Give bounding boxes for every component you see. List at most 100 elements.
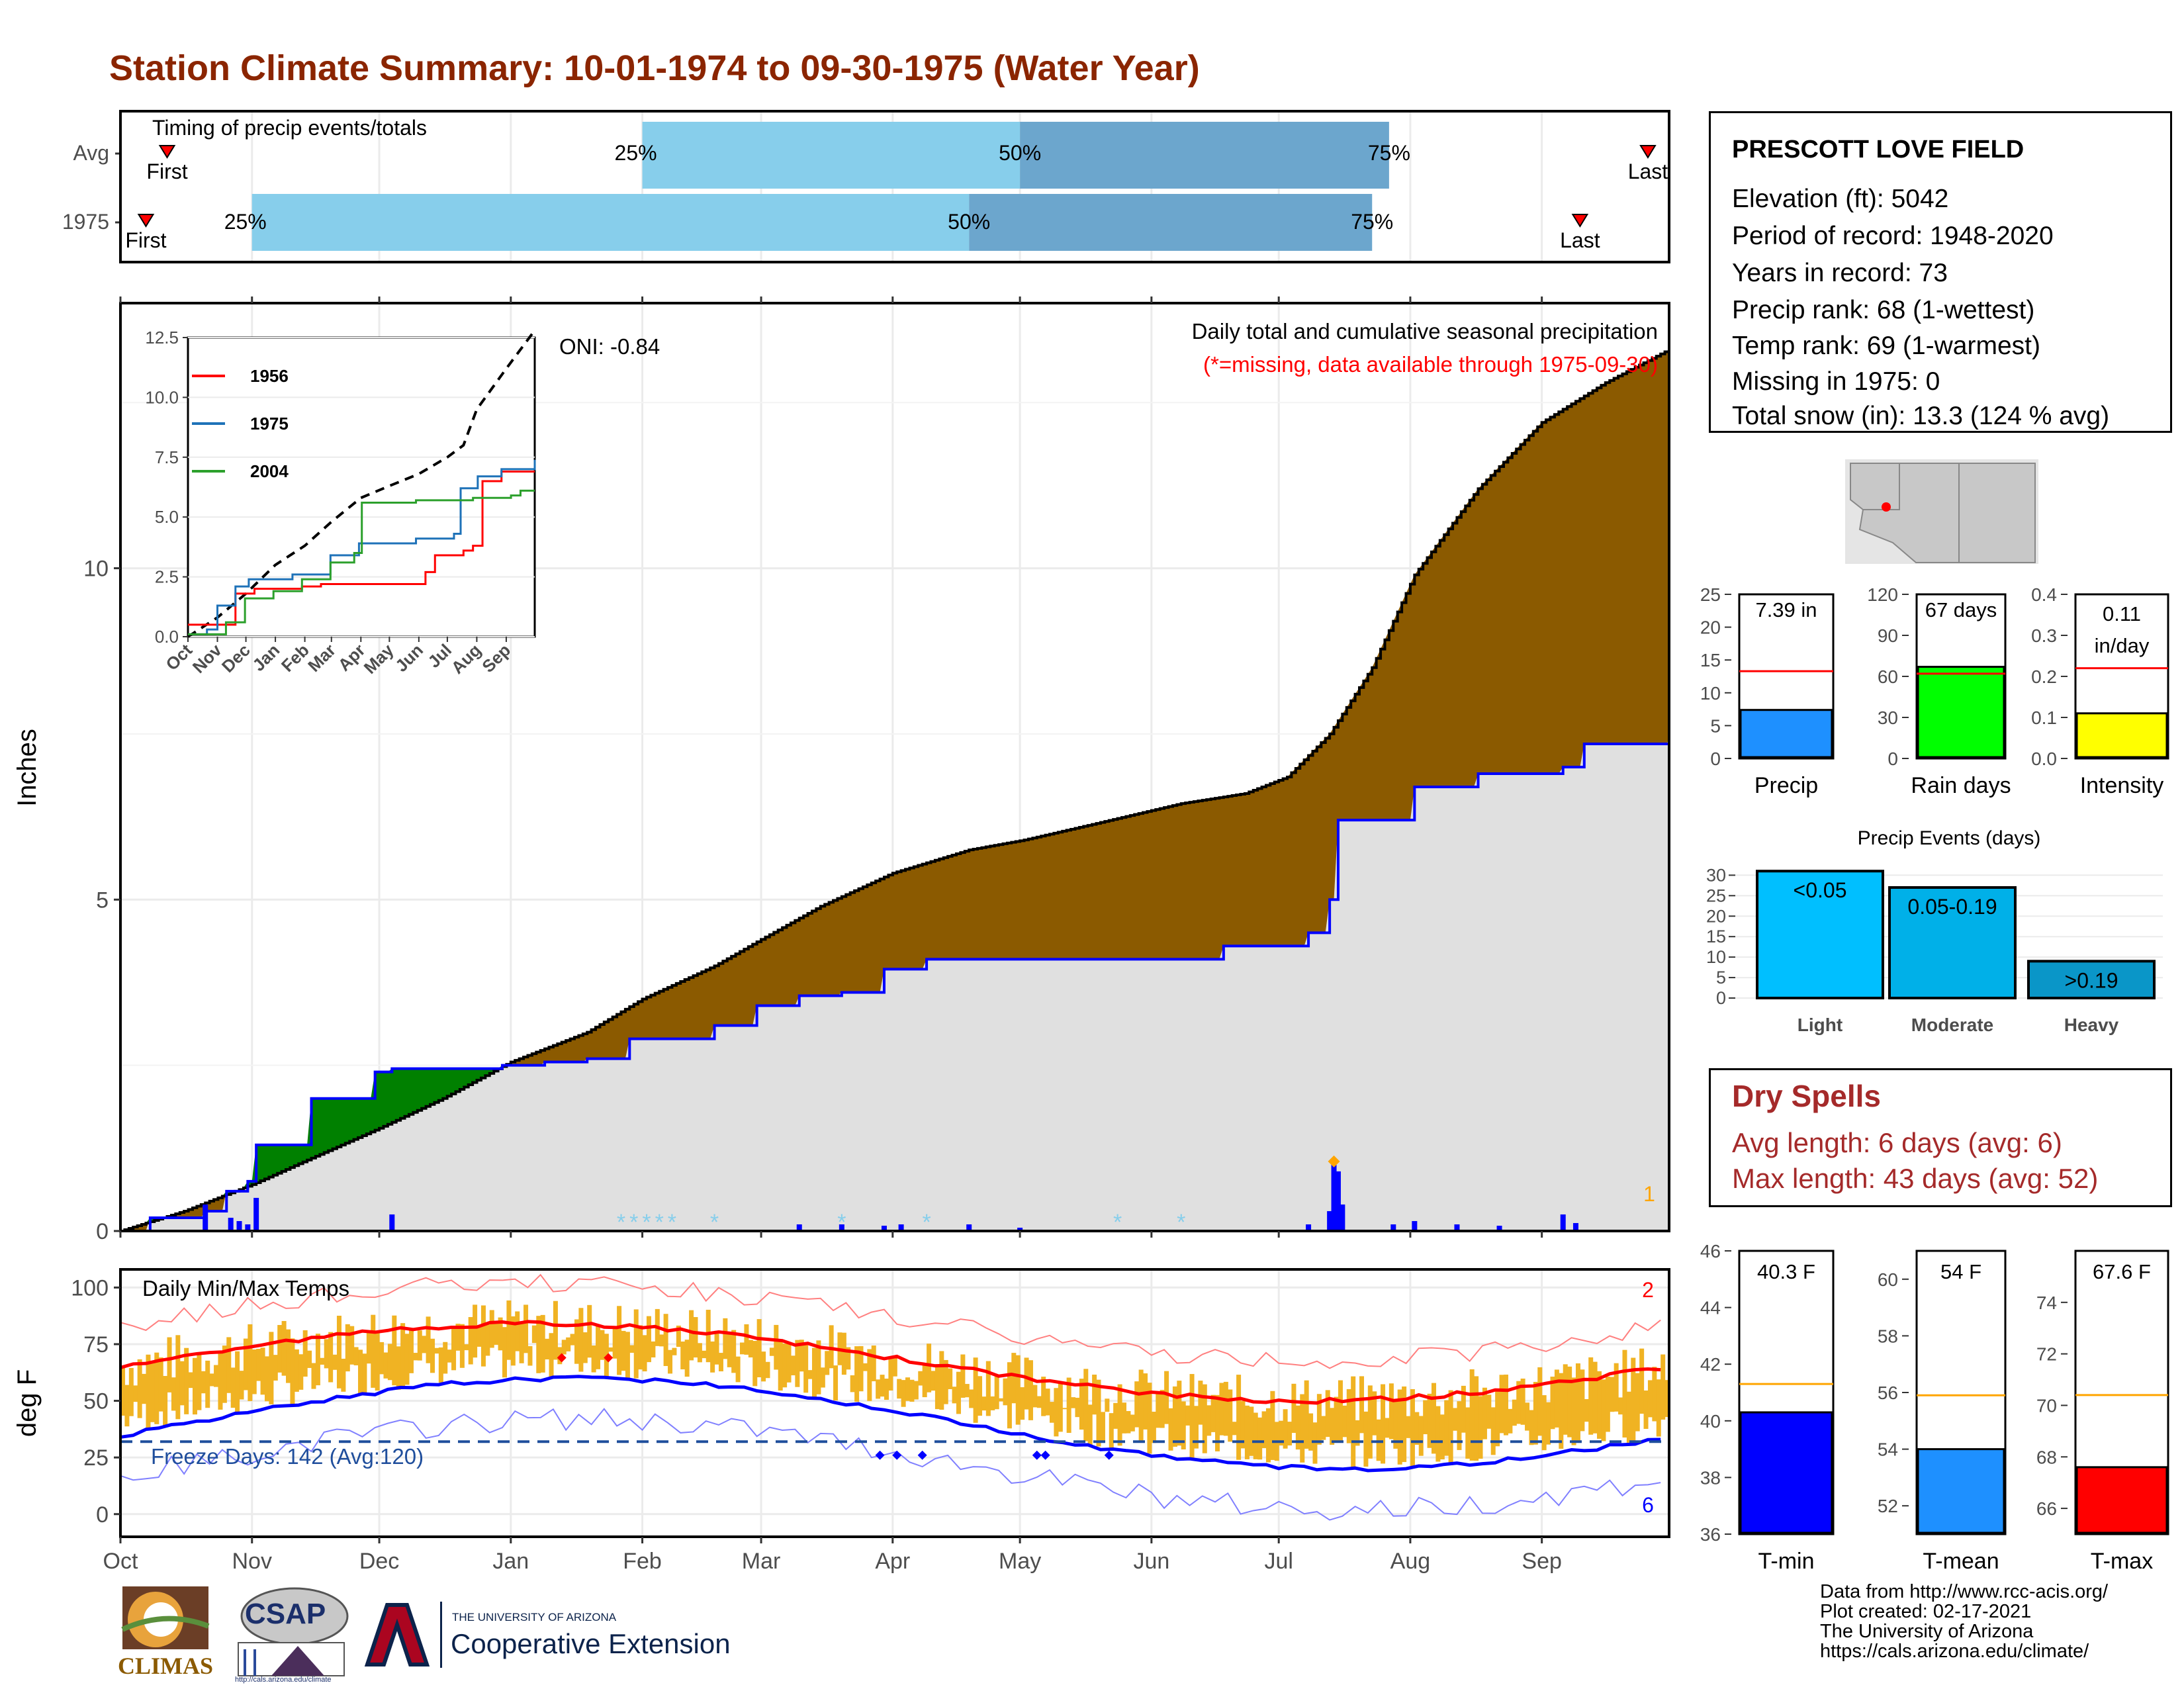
temp-daily-bar (570, 1334, 575, 1346)
temp-daily-bar (1062, 1408, 1068, 1410)
temp-daily-bar (591, 1345, 596, 1373)
temp-daily-bar (816, 1340, 821, 1394)
precip-daily-bar (1340, 1204, 1345, 1231)
temp-daily-bar (1550, 1377, 1555, 1430)
temp-daily-bar (918, 1371, 923, 1386)
temp-daily-bar (1605, 1377, 1610, 1432)
temp-daily-bar (396, 1346, 401, 1390)
precip_total-label: Precip (1754, 773, 1818, 798)
temp-daily-bar (269, 1332, 274, 1404)
timing-bar-q50-q75 (1020, 122, 1389, 189)
tmean-value-label: 54 F (1940, 1260, 1981, 1283)
temp-daily-bar (1330, 1408, 1335, 1445)
temp-daily-bar (600, 1330, 605, 1360)
dry-spells-avg: Avg length: 6 days (avg: 6) (1732, 1127, 2062, 1158)
temp-daily-bar (209, 1373, 214, 1387)
temp-daily-bar (1223, 1381, 1228, 1436)
temp-ylabel: deg F (13, 1369, 42, 1437)
temp-daily-bar (1253, 1412, 1258, 1459)
ua-coop-logo: THE UNIVERSITY OF ARIZONA Cooperative Ex… (361, 1602, 745, 1668)
temp-daily-bar (1156, 1393, 1161, 1428)
precip-snow-marker: * (1113, 1210, 1122, 1235)
precip-ytick-label: 5 (96, 888, 109, 913)
temp-daily-bar (371, 1314, 376, 1388)
inset-max-cumulative-line (187, 329, 536, 638)
temp-daily-bar (239, 1371, 244, 1400)
temp-xtick-label: Sep (1522, 1549, 1562, 1574)
temp-daily-bar (1117, 1384, 1122, 1446)
intensity-ytick-label: 0.3 (2031, 625, 2057, 646)
temp-daily-bar (1355, 1420, 1360, 1446)
temp-daily-bar (1130, 1414, 1135, 1432)
temp-daily-bar (1423, 1400, 1428, 1435)
temp-daily-bar (1181, 1401, 1186, 1450)
temp-daily-bar (545, 1338, 550, 1360)
temp-daily-bar (1249, 1406, 1254, 1456)
temp-daily-bar (1164, 1371, 1169, 1424)
temp-record-low-marker (892, 1450, 902, 1460)
temp-daily-bar (1304, 1380, 1309, 1449)
temp-daily-bar (251, 1349, 257, 1394)
temp-daily-bar (1003, 1378, 1008, 1406)
temp-daily-bar (1639, 1348, 1645, 1414)
temp-daily-bar (1325, 1390, 1330, 1438)
temp-daily-bar (120, 1367, 126, 1416)
temp-panel-border (119, 1268, 1670, 1538)
temp-daily-bar (867, 1349, 872, 1401)
station-snow: Total snow (in): 13.3 (124 % avg) (1732, 402, 2110, 430)
temp-daily-bar (1503, 1374, 1508, 1436)
temp-daily-bar (230, 1367, 236, 1408)
temp-daily-bar (680, 1341, 686, 1370)
timing-label-25: 25% (615, 141, 657, 165)
temp-daily-bar (434, 1347, 439, 1354)
temp-daily-bar (854, 1346, 860, 1402)
temp-daily-bar (1618, 1397, 1623, 1415)
station-temp-rank: Temp rank: 69 (1-warmest) (1732, 332, 2040, 360)
temp-daily-bar (1257, 1417, 1263, 1460)
temp-daily-bar (451, 1328, 457, 1371)
temp-daily-bar (1283, 1409, 1288, 1449)
temp-daily-bar (790, 1355, 796, 1376)
temp-daily-bar (1054, 1388, 1059, 1437)
coop-extension-text: Cooperative Extension (451, 1628, 731, 1659)
precip-snow-marker: * (710, 1210, 719, 1235)
temp-daily-bar (1300, 1394, 1305, 1463)
temp-daily-bar (786, 1343, 792, 1383)
temp-daily-bar (366, 1330, 371, 1364)
timing-bar-q50-q75 (969, 194, 1373, 251)
csap-logo-text: CSAP (245, 1598, 326, 1630)
temp-daily-bar (1533, 1381, 1538, 1445)
temp-daily-bar (1448, 1390, 1453, 1465)
temp-daily-bar (956, 1371, 961, 1414)
temp-daily-bar (1486, 1394, 1492, 1429)
precip-daily-bar (1496, 1225, 1502, 1231)
temp-daily-bar (1177, 1381, 1182, 1446)
temp-xtick-label: Feb (623, 1549, 662, 1574)
temp-daily-bar (375, 1332, 380, 1391)
tmax-value-bar (2075, 1466, 2168, 1534)
precip-daily-bar (1572, 1222, 1578, 1231)
precip-daily-bar (881, 1225, 887, 1231)
inset-legend-label-2004: 2004 (250, 461, 289, 481)
footer-url: https://cals.arizona.edu/climate/ (1820, 1641, 2089, 1662)
temp-daily-bar (1363, 1411, 1369, 1467)
tmax-ytick-label: 66 (2036, 1498, 2057, 1519)
temp-daily-bar (447, 1349, 452, 1363)
temp-daily-bar (668, 1349, 673, 1374)
temp-xtick-label: Oct (103, 1549, 138, 1574)
region-map (1845, 459, 2038, 564)
temp-daily-bar (740, 1342, 745, 1355)
temp-daily-bar (1376, 1419, 1381, 1461)
station-missing: Missing in 1975: 0 (1732, 367, 1940, 396)
temp-daily-bar (455, 1324, 461, 1351)
csap-logo-url: http://cals.arizona.edu/climate (235, 1676, 332, 1684)
temp-daily-bar (1342, 1405, 1347, 1438)
page-title: Station Climate Summary: 10-01-1974 to 0… (109, 48, 1200, 88)
temp-daily-bar (527, 1346, 533, 1366)
tmax-label: T-max (2091, 1549, 2153, 1574)
temp-daily-bar (1626, 1391, 1631, 1443)
temp-daily-bar (1525, 1402, 1530, 1431)
tmean-value-bar (1917, 1448, 2005, 1534)
temp-daily-bar (1431, 1383, 1436, 1454)
